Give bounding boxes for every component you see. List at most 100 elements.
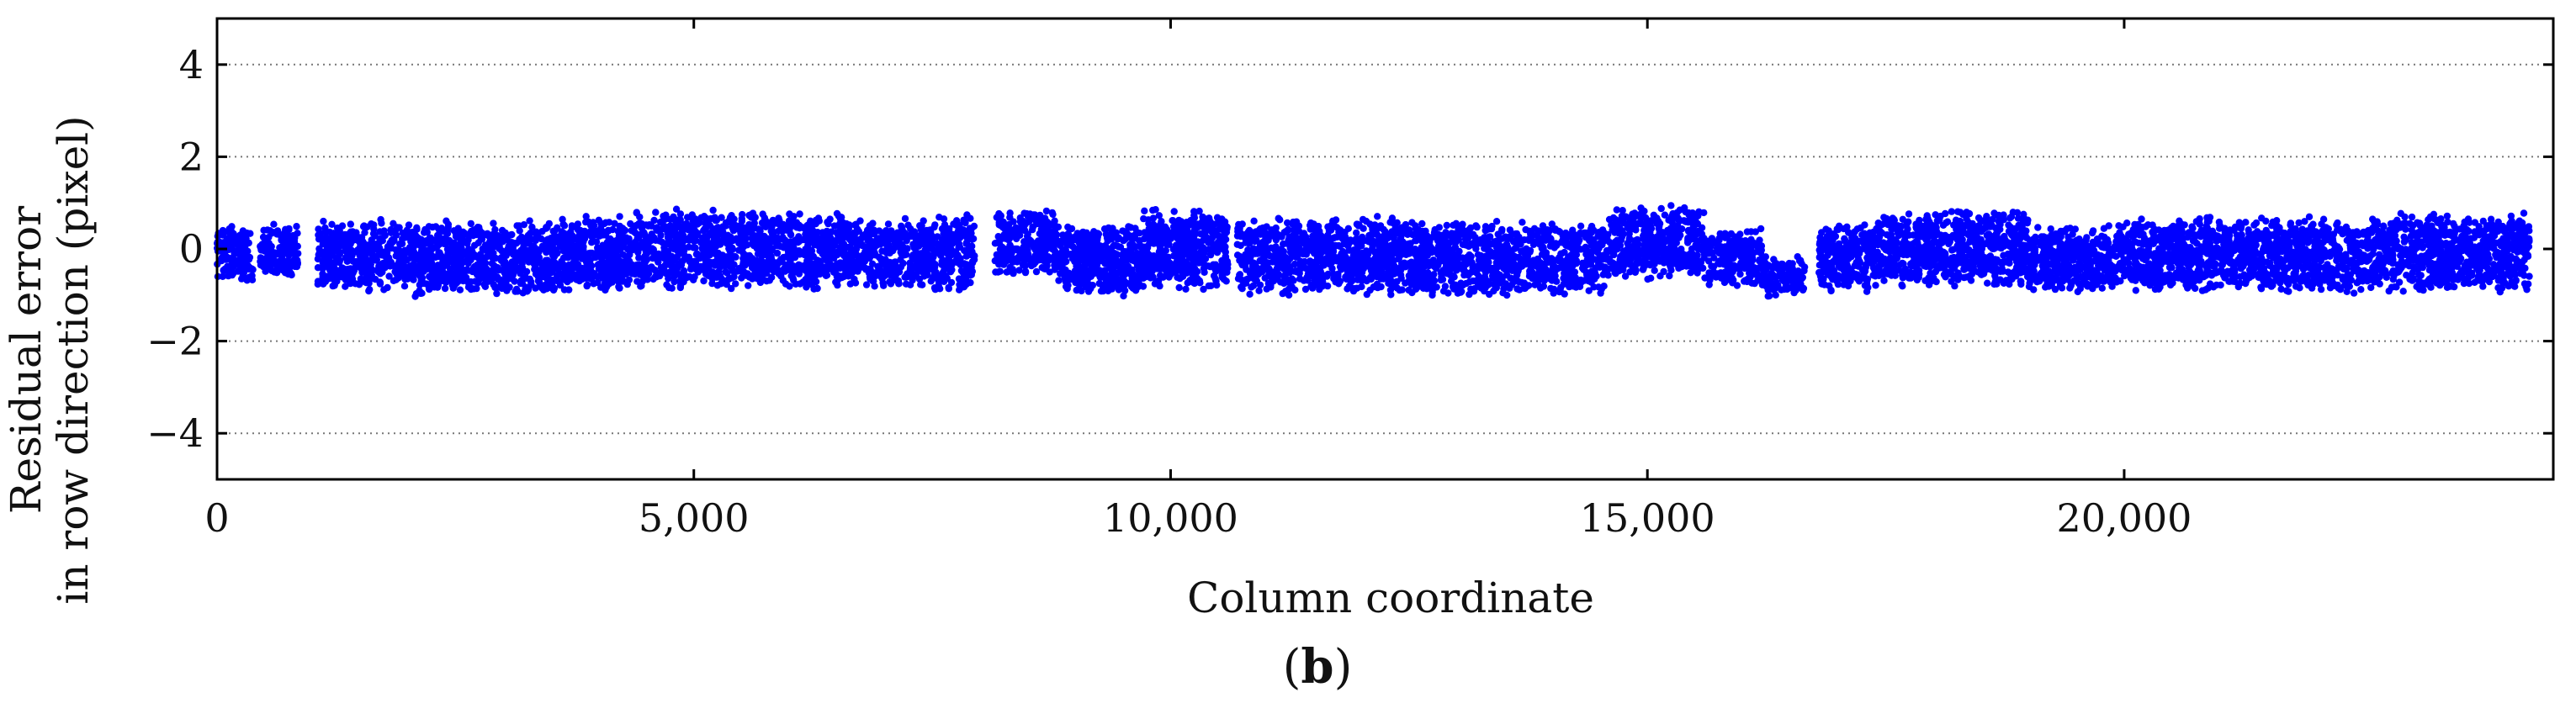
data-point	[1023, 232, 1031, 241]
data-point	[582, 218, 590, 226]
data-point	[1082, 283, 1089, 291]
data-point	[443, 227, 452, 235]
data-point	[454, 225, 462, 232]
data-point	[258, 259, 266, 267]
data-point	[749, 275, 756, 283]
data-point	[661, 249, 669, 257]
data-point	[459, 250, 467, 257]
data-point	[1205, 238, 1212, 246]
data-point	[1036, 250, 1043, 257]
data-point	[435, 277, 443, 284]
data-point	[998, 235, 1005, 243]
data-point	[766, 277, 773, 284]
data-point	[1197, 222, 1205, 230]
data-point	[644, 270, 653, 278]
data-point	[967, 263, 975, 271]
data-point	[799, 264, 807, 272]
data-point	[1029, 223, 1036, 230]
data-point	[1079, 228, 1087, 236]
data-point	[1390, 234, 1397, 241]
data-point	[924, 254, 932, 262]
data-point	[683, 272, 691, 280]
data-point	[563, 249, 570, 257]
data-point	[1115, 286, 1123, 294]
data-point	[858, 241, 867, 250]
data-point	[524, 284, 532, 293]
data-point	[819, 250, 826, 258]
data-point	[957, 255, 964, 262]
data-point	[1212, 227, 1221, 235]
data-point	[499, 236, 506, 244]
data-point	[320, 249, 327, 257]
data-point	[796, 280, 804, 288]
data-point	[868, 260, 877, 267]
data-point	[611, 219, 618, 227]
data-point	[1052, 230, 1061, 239]
data-point	[1020, 221, 1029, 229]
data-point	[683, 214, 692, 221]
data-point	[1156, 243, 1164, 251]
data-point	[1101, 241, 1110, 250]
data-point	[623, 280, 631, 288]
data-point	[1041, 265, 1048, 272]
data-point	[995, 261, 1003, 268]
data-point	[509, 241, 517, 248]
data-point	[493, 289, 501, 298]
data-point	[586, 265, 594, 272]
data-point	[528, 223, 536, 231]
data-point	[362, 274, 370, 282]
data-point	[527, 230, 534, 237]
data-point	[443, 257, 451, 264]
data-point	[1219, 260, 1227, 268]
data-point	[467, 285, 475, 294]
data-point	[519, 289, 527, 297]
data-point	[635, 219, 643, 228]
data-point	[663, 281, 671, 288]
data-point	[835, 232, 842, 240]
data-point	[328, 234, 336, 241]
data-point	[789, 219, 798, 227]
data-point	[331, 282, 338, 289]
data-point	[1110, 241, 1119, 249]
data-point	[467, 219, 474, 228]
data-point	[527, 256, 535, 263]
data-point	[230, 260, 238, 267]
data-point	[224, 256, 232, 263]
data-point	[877, 272, 885, 280]
data-point	[1095, 269, 1103, 277]
data-point	[652, 209, 660, 216]
data-point	[365, 279, 373, 287]
data-point	[960, 216, 967, 224]
data-point	[478, 254, 485, 262]
data-point	[501, 285, 510, 293]
data-point	[828, 247, 836, 256]
data-point	[326, 253, 333, 262]
data-point	[962, 240, 970, 247]
data-point	[411, 256, 419, 263]
data-point	[384, 243, 392, 251]
data-point	[755, 259, 763, 267]
data-point	[461, 230, 469, 237]
data-point	[1201, 268, 1208, 276]
data-point	[459, 267, 467, 275]
data-point	[1105, 284, 1113, 292]
data-point	[740, 271, 748, 278]
data-point	[398, 240, 406, 247]
data-point	[1182, 285, 1190, 293]
data-point	[575, 274, 583, 282]
data-point	[623, 245, 632, 253]
data-point	[416, 287, 423, 294]
data-point	[1021, 262, 1029, 270]
data-point	[675, 233, 683, 241]
data-point	[284, 270, 292, 278]
data-point	[1179, 224, 1187, 231]
data-point	[597, 283, 605, 291]
data-point	[560, 238, 568, 246]
data-point	[1218, 267, 1226, 275]
data-point	[1006, 263, 1014, 272]
data-point	[491, 225, 499, 234]
data-point	[267, 261, 274, 268]
data-point	[803, 250, 810, 257]
data-point	[241, 236, 249, 244]
data-point	[1125, 223, 1132, 230]
